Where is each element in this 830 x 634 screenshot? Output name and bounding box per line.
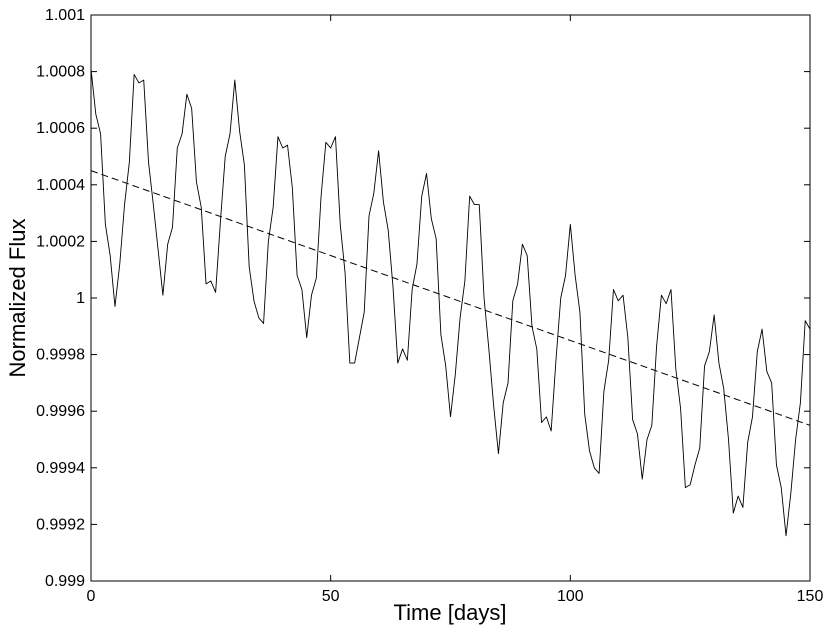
x-tick-label: 0 (87, 588, 96, 605)
y-tick-label: 0.9994 (36, 460, 85, 477)
x-tick-label: 100 (557, 588, 584, 605)
plot-frame (90, 14, 811, 582)
y-tick-label: 0.9998 (36, 347, 85, 364)
flux-line (90, 68, 811, 537)
y-tick-label: 1.0008 (36, 64, 85, 81)
x-tick-label: 50 (322, 588, 340, 605)
trend-line (90, 170, 811, 426)
y-tick-label: 1.0002 (36, 233, 85, 250)
y-tick-label: 0.999 (45, 573, 85, 590)
y-tick-label: 0.9992 (36, 516, 85, 533)
x-tick-label: 150 (797, 588, 824, 605)
y-tick-label: 1 (76, 290, 85, 307)
y-axis-label: Normalized Flux (5, 219, 30, 378)
y-tick-label: 0.9996 (36, 403, 85, 420)
y-tick-label: 1.0006 (36, 120, 85, 137)
y-tick-label: 1.0004 (36, 177, 85, 194)
x-axis-label: Time [days] (394, 600, 507, 625)
y-tick-label: 1.001 (45, 7, 85, 24)
